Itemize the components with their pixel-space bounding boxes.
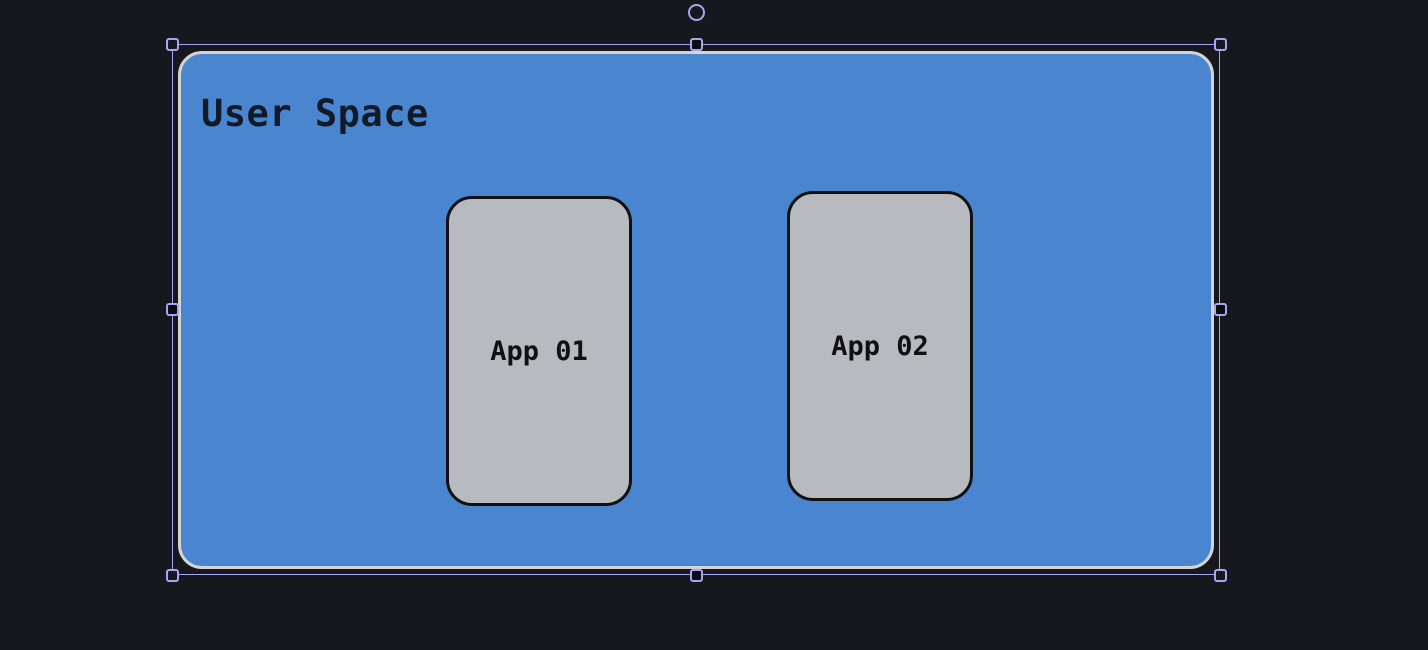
app-01-label: App 01 [490,335,588,367]
resize-handle-bottom-left[interactable] [166,569,179,582]
resize-handle-bottom-right[interactable] [1214,569,1227,582]
user-space-container[interactable]: User Space App 01 App 02 [178,51,1214,569]
app-02-label: App 02 [831,330,929,362]
resize-handle-middle-right[interactable] [1214,303,1227,316]
app-02-box[interactable]: App 02 [787,191,973,501]
resize-handle-bottom-center[interactable] [690,569,703,582]
app-01-box[interactable]: App 01 [446,196,632,506]
resize-handle-middle-left[interactable] [166,303,179,316]
user-space-title: User Space [201,92,429,135]
rotate-handle-icon[interactable] [688,4,705,21]
resize-handle-top-center[interactable] [690,38,703,51]
resize-handle-top-right[interactable] [1214,38,1227,51]
resize-handle-top-left[interactable] [166,38,179,51]
